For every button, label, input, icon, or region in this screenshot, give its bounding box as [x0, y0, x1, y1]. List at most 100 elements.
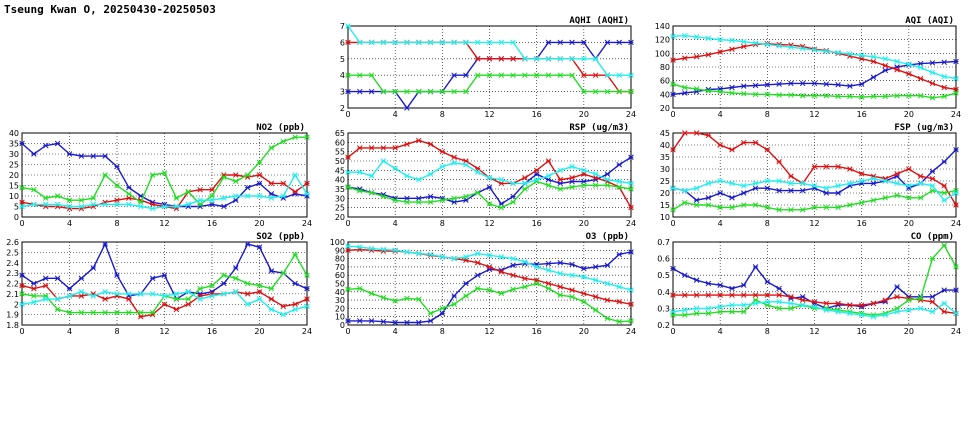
series-line [673, 294, 957, 315]
series-red [19, 282, 310, 320]
data-point [811, 183, 818, 189]
data-point [292, 306, 298, 313]
y-tick-label: 5 [340, 55, 345, 64]
data-point [835, 49, 841, 56]
data-point [126, 201, 132, 208]
data-point [581, 274, 587, 280]
data-point [149, 275, 156, 282]
y-tick-label: 0.2 [657, 321, 670, 330]
data-point [670, 308, 676, 315]
data-point [439, 310, 446, 317]
data-point [451, 301, 457, 308]
data-point [161, 170, 168, 176]
data-point [616, 161, 622, 168]
data-point [858, 52, 865, 59]
data-point [557, 56, 564, 62]
data-point [858, 171, 865, 177]
data-point [799, 207, 806, 213]
data-point [78, 275, 85, 282]
data-point [185, 296, 192, 302]
y-tick-label: 90 [335, 246, 345, 255]
data-point [137, 309, 144, 316]
data-point [304, 272, 310, 278]
y-tick-label: 25 [660, 177, 670, 186]
chart-fsp: 0 4 8 12 16 20 24 10 15 20 25 30 35 40 45 FSP (ug/m3) [660, 123, 961, 228]
data-point [788, 180, 794, 187]
series-line [21, 174, 308, 210]
data-point [847, 51, 853, 57]
data-point [510, 199, 516, 205]
x-tick-label: 4 [393, 110, 398, 119]
data-point [752, 185, 759, 191]
data-point [953, 58, 959, 65]
data-point [221, 203, 227, 210]
data-point [522, 175, 528, 181]
data-point [451, 39, 457, 46]
data-point [498, 39, 505, 46]
data-point [292, 172, 298, 178]
data-point [835, 82, 841, 88]
data-point [729, 37, 735, 44]
data-point [953, 147, 959, 153]
x-tick-label: 16 [857, 219, 867, 228]
data-point [380, 158, 387, 164]
data-point [197, 186, 203, 193]
data-point [682, 292, 688, 298]
data-point [764, 185, 771, 191]
data-point [752, 40, 759, 46]
data-point [114, 201, 120, 208]
data-point [557, 259, 564, 266]
data-point [682, 307, 688, 313]
data-point [847, 93, 853, 100]
data-point [764, 292, 771, 298]
data-point [463, 88, 469, 95]
data-point [292, 189, 298, 195]
data-point [54, 193, 61, 199]
data-point [740, 90, 747, 97]
data-point [304, 180, 310, 187]
data-point [498, 269, 505, 275]
series-line [673, 244, 957, 316]
data-point [870, 53, 877, 60]
data-point [953, 190, 959, 196]
data-point [427, 171, 434, 177]
data-point [604, 72, 611, 78]
data-point [31, 201, 37, 208]
x-tick-label: 12 [484, 219, 494, 228]
data-point [870, 313, 877, 320]
data-point [941, 183, 947, 189]
data-point [941, 300, 947, 307]
data-point [693, 202, 700, 208]
data-point [304, 285, 310, 292]
data-point [870, 300, 877, 307]
data-point [858, 199, 865, 206]
data-point [345, 72, 351, 78]
data-point [209, 197, 215, 203]
data-point [616, 72, 622, 78]
data-point [776, 207, 782, 213]
data-point [870, 58, 877, 65]
data-point [54, 275, 61, 282]
y-tick-label: 20 [660, 189, 670, 198]
data-point [788, 300, 794, 307]
y-tick-label: 10 [660, 213, 670, 222]
data-point [256, 193, 263, 199]
data-point [811, 303, 818, 310]
chart-so2: 0 4 8 12 16 20 24 1.81.9 22.12.2 2.32.4 2.52.6 SO2 … [6, 232, 312, 336]
data-point [776, 92, 782, 98]
data-point [486, 72, 493, 78]
plot-frame [672, 241, 957, 326]
data-point [357, 145, 363, 151]
data-point [569, 56, 575, 62]
data-point [149, 205, 156, 212]
data-point [345, 247, 351, 254]
data-point [693, 305, 700, 312]
series-blue [670, 264, 959, 312]
data-point [368, 39, 375, 46]
data-point [764, 299, 771, 305]
data-point [811, 92, 818, 99]
data-point [616, 299, 622, 305]
data-point [114, 309, 120, 316]
x-tick-label: 4 [67, 327, 72, 336]
data-point [66, 293, 73, 299]
